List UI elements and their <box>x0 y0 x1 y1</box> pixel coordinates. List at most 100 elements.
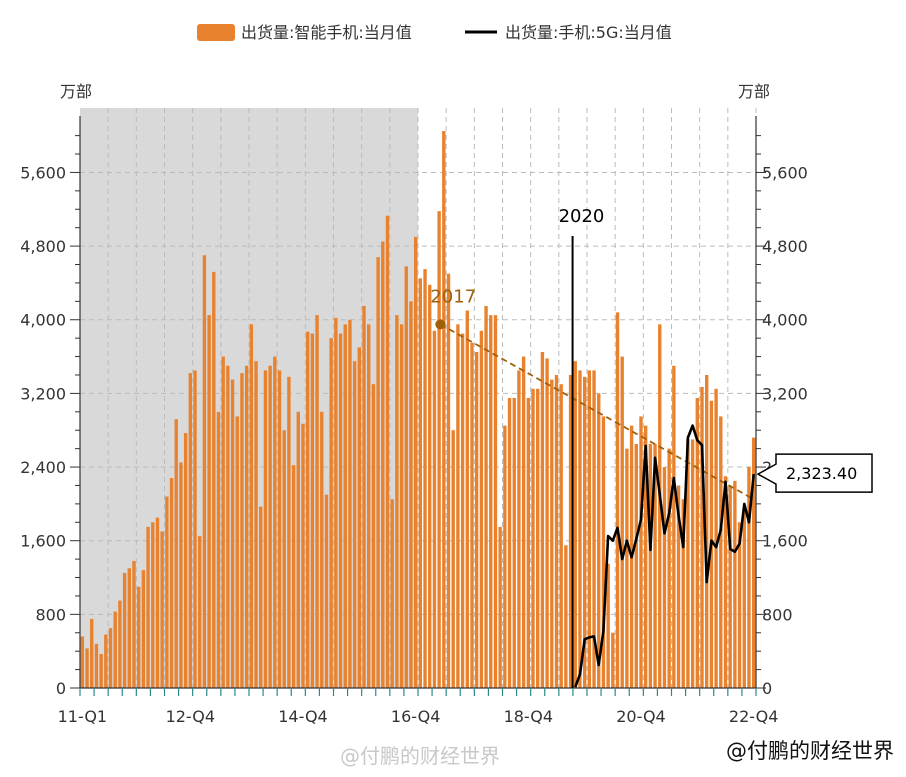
x-tick-label: 12-Q4 <box>166 707 216 726</box>
bar <box>136 586 141 688</box>
bar <box>108 628 113 688</box>
bar <box>334 317 338 688</box>
bar <box>338 333 343 688</box>
bars <box>80 131 756 689</box>
bar <box>503 425 507 688</box>
bar <box>625 448 629 688</box>
bar <box>545 358 549 688</box>
bar <box>277 370 282 688</box>
bar <box>662 467 667 688</box>
axes: 008008001,6001,6002,4002,4003,2003,2004,… <box>20 116 808 726</box>
bar <box>212 271 216 688</box>
legend-label-smartphone: 出货量:智能手机:当月值 <box>241 23 412 42</box>
bar <box>385 215 390 688</box>
bar <box>343 324 347 688</box>
y-tick-label-right: 800 <box>762 605 793 624</box>
bar <box>104 634 108 688</box>
bar <box>409 301 413 688</box>
bar <box>559 384 563 688</box>
y-tick-label-right: 5,600 <box>762 163 808 182</box>
bar <box>315 315 319 688</box>
bar <box>230 379 235 688</box>
bar <box>474 351 479 688</box>
bar <box>526 398 531 688</box>
bar <box>554 374 559 688</box>
bar <box>484 305 488 688</box>
bar <box>329 338 333 688</box>
bar <box>512 398 516 688</box>
x-tick-label: 16-Q4 <box>391 707 441 726</box>
bar <box>751 437 756 688</box>
bar <box>470 342 474 688</box>
bar <box>357 347 362 688</box>
legend-swatch-smartphone <box>197 24 235 41</box>
bar <box>460 333 465 688</box>
bar <box>254 361 258 688</box>
bar <box>273 356 277 688</box>
bar <box>301 423 305 688</box>
bar <box>582 376 587 688</box>
bar <box>90 618 94 688</box>
bar <box>418 278 423 688</box>
bar <box>723 476 728 688</box>
bar <box>615 312 620 688</box>
bar <box>226 365 230 688</box>
bar <box>413 236 418 688</box>
left-unit-label: 万部 <box>60 82 92 101</box>
bar <box>428 284 432 688</box>
bar <box>287 376 291 688</box>
bar <box>291 465 296 688</box>
bar <box>216 411 221 688</box>
annotations: 2017 2020 2,323.40 <box>430 206 873 688</box>
bar <box>695 398 700 688</box>
bar <box>568 374 573 688</box>
y-tick-label-left: 3,200 <box>20 384 66 403</box>
bar <box>540 351 545 688</box>
bar <box>676 485 681 688</box>
bar <box>179 462 183 688</box>
bar <box>686 439 690 688</box>
x-tick-label: 18-Q4 <box>504 707 554 726</box>
bar <box>442 131 446 688</box>
x-tick-label: 20-Q4 <box>616 707 666 726</box>
bar <box>296 411 300 688</box>
bar <box>705 374 709 688</box>
bar <box>207 315 211 688</box>
bar <box>521 356 526 688</box>
bar <box>141 570 146 688</box>
bar <box>643 425 648 688</box>
y-tick-label-right: 0 <box>762 679 772 698</box>
y-tick-label-left: 800 <box>35 605 66 624</box>
bar <box>681 499 685 688</box>
bar <box>451 430 455 688</box>
y-tick-label-left: 2,400 <box>20 458 66 477</box>
bar <box>507 398 512 688</box>
bar <box>371 384 376 688</box>
bar <box>489 315 493 688</box>
bar <box>606 563 610 688</box>
bar <box>653 444 657 688</box>
bar <box>714 388 718 688</box>
bar <box>146 526 150 688</box>
y-tick-label-right: 3,200 <box>762 384 808 403</box>
bar <box>493 315 498 688</box>
annotation-2017: 2017 <box>430 286 476 307</box>
bar <box>404 266 408 688</box>
bar <box>127 568 131 688</box>
bar <box>122 572 127 688</box>
legend: 出货量:智能手机:当月值 出货量:手机:5G:当月值 <box>197 23 672 42</box>
bar <box>367 324 371 688</box>
bar <box>742 508 746 688</box>
bar <box>531 388 535 688</box>
legend-label-5g: 出货量:手机:5G:当月值 <box>505 23 672 42</box>
bar <box>437 211 441 688</box>
y-tick-label-left: 0 <box>56 679 66 698</box>
bar <box>169 478 174 688</box>
bar <box>118 600 122 688</box>
bar <box>399 324 404 688</box>
bar <box>324 494 329 688</box>
bar <box>381 241 385 688</box>
bar <box>198 536 202 688</box>
bar <box>658 324 662 688</box>
bar <box>268 365 272 688</box>
